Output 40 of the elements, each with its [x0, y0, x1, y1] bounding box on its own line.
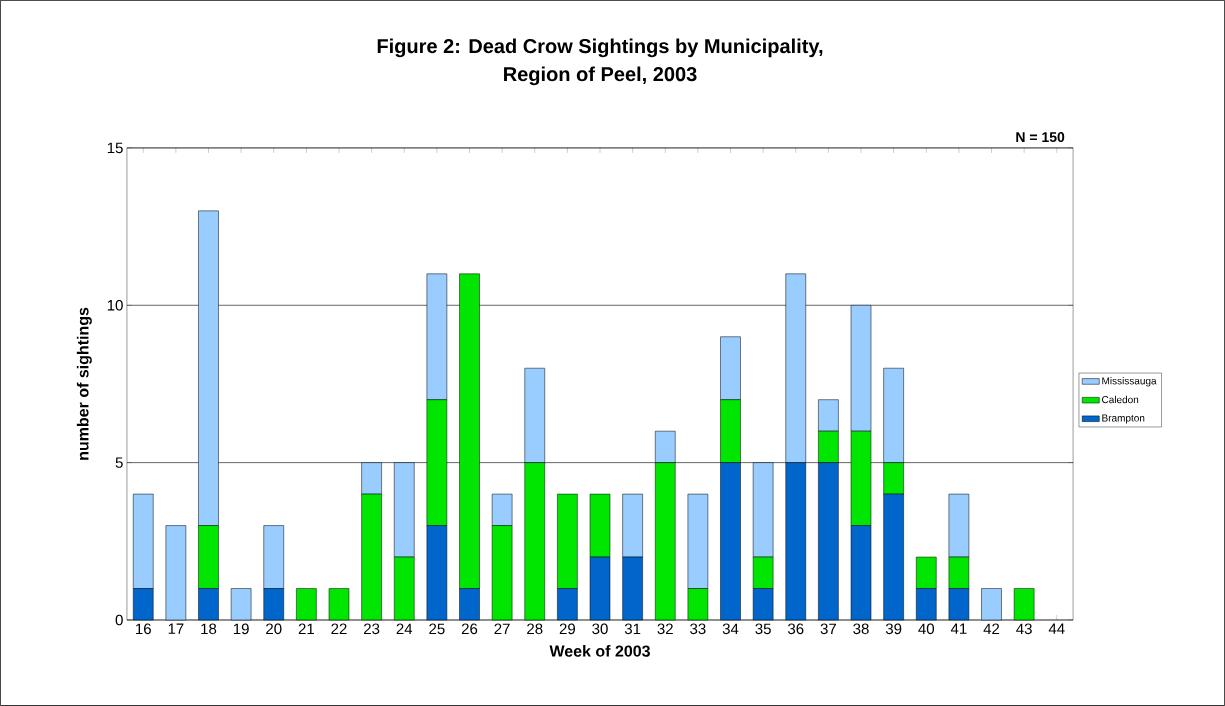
legend-label: Caledon	[1102, 395, 1139, 404]
x-tick-label: 34	[722, 623, 739, 635]
x-tick-label: 41	[950, 623, 967, 634]
x-tick-label: 28	[527, 623, 543, 635]
x-tick-label: 35	[755, 623, 771, 635]
x-tick-label: 19	[233, 623, 249, 635]
x-tick-label: 44	[1048, 623, 1065, 634]
y-tick-label: 15	[107, 142, 123, 154]
legend-label: Mississauga	[1102, 377, 1157, 387]
x-tick-label: 33	[690, 623, 706, 635]
x-tick-label: 24	[396, 623, 413, 635]
y-axis-title: number of sightings	[76, 307, 92, 460]
x-tick-label: 17	[168, 623, 184, 634]
x-tick-label: 25	[429, 623, 445, 635]
y-tick-label: 0	[115, 614, 123, 626]
x-tick-label: 16	[136, 623, 151, 635]
x-tick-label: 26	[461, 623, 478, 635]
x-tick-label: 27	[494, 623, 510, 635]
x-tick-label: 29	[559, 623, 575, 635]
x-tick-label: 40	[918, 623, 935, 635]
x-tick-label: 32	[657, 623, 673, 635]
x-tick-label: 23	[364, 623, 380, 635]
legend-label: Brampton	[1102, 414, 1145, 424]
y-tick-label: 10	[107, 300, 123, 311]
x-tick-label: 21	[298, 623, 314, 635]
x-tick-label: 38	[853, 623, 869, 635]
x-tick-label: 30	[592, 623, 608, 635]
x-tick-label: 31	[624, 623, 641, 635]
chart-title: Figure 2: Dead Crow Sightings by Municipality, Region of Peel, 2003	[377, 38, 823, 86]
x-tick-label: 20	[266, 623, 282, 635]
x-axis-title: Week of 2003	[549, 645, 650, 657]
x-tick-label: 39	[885, 623, 902, 635]
y-tick-label: 5	[115, 457, 123, 468]
x-tick-label: 22	[331, 623, 347, 635]
x-tick-label: 43	[1016, 623, 1032, 635]
x-tick-label: 36	[787, 623, 804, 635]
text: N = 150	[1016, 132, 1065, 143]
x-tick-label: 37	[820, 623, 836, 635]
x-tick-label: 18	[201, 623, 217, 635]
x-tick-label: 42	[983, 623, 1000, 635]
